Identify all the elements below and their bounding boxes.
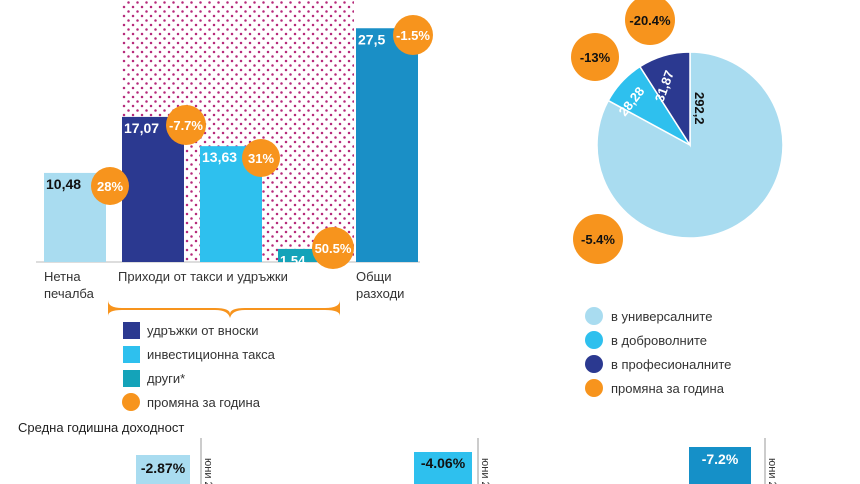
pie-legend-label-professional: в професионалните [611,357,731,372]
return-period-1: юни 2010 [202,458,214,484]
axis-label-fees-group: Приходи от такси и удръжки [118,269,288,284]
pie-slice-professional [638,51,691,148]
legend-swatch-change [122,393,140,411]
bar-value-net-profit: 10,48 [46,176,81,192]
change-circle-investment-fee [242,139,280,177]
pie-change-label-professional: -20.4% [629,13,671,28]
change-circle-total-costs [393,15,433,55]
legend-label-investment-fee: инвестиционна такса [147,347,276,362]
return-bar-1 [136,455,190,484]
return-value-2: -4.06% [421,455,466,471]
fees-group-brace [108,300,340,318]
change-label-other: 50.5% [315,241,352,256]
legend-swatch-investment-fee [123,346,140,363]
bar-value-other: 1,54 [280,253,306,268]
pie-legend-swatch-change [585,379,603,397]
change-label-investment-fee: 31% [248,151,274,166]
bar-value-investment-fee: 13,63 [202,149,237,165]
pie-change-label-universal: -5.4% [581,232,615,247]
bar-contribution-fees [122,116,184,262]
axis-label-total-costs-line2: разходи [356,286,404,301]
change-label-total-costs: -1.5% [396,28,430,43]
change-label-net-profit: 28% [97,179,123,194]
return-bar-3 [689,447,751,484]
pie-change-circle-universal [573,214,623,264]
return-value-1: -2.87% [141,460,186,476]
change-circle-net-profit [91,167,129,205]
legend-label-other: други* [147,371,185,386]
bar-other [278,248,318,262]
pie-change-circle-professional [625,0,675,45]
return-bar-2 [414,452,472,484]
change-circle-contribution-fees [166,105,206,145]
change-label-contribution-fees: -7.7% [169,118,203,133]
bar-value-contribution-fees: 17,07 [124,120,159,136]
pie-legend-label-universal: в универсалните [611,309,712,324]
pie-value-universal: 292,2 [692,92,707,125]
pie-legend-swatch-professional [585,355,603,373]
return-period-3: юни 2010 [766,458,778,484]
axis-label-net-profit-line2: печалба [44,286,95,301]
pie-legend-swatch-voluntary [585,331,603,349]
returns-title: Средна годишна доходност [18,420,184,435]
change-circle-other [312,227,354,269]
axis-label-net-profit-line1: Нетна [44,269,81,284]
bar-total-costs [356,28,418,262]
pie-change-label-voluntary: -13% [580,50,611,65]
return-period-2: юни 2010 [479,458,491,484]
legend-label-change: промяна за година [147,395,261,410]
pie-legend-label-change: промяна за година [611,381,725,396]
bar-value-total-costs: 27,5 [358,31,385,47]
return-value-3: -7.2% [702,451,739,467]
legend-swatch-contribution-fees [123,322,140,339]
legend-label-contribution-fees: удръжки от вноски [147,323,259,338]
pie-chart [596,51,784,239]
pie-change-circle-voluntary [571,33,619,81]
axis-label-total-costs-line1: Общи [356,269,392,284]
pie-legend-swatch-universal [585,307,603,325]
pie-legend-label-voluntary: в доброволните [611,333,707,348]
legend-swatch-other [123,370,140,387]
